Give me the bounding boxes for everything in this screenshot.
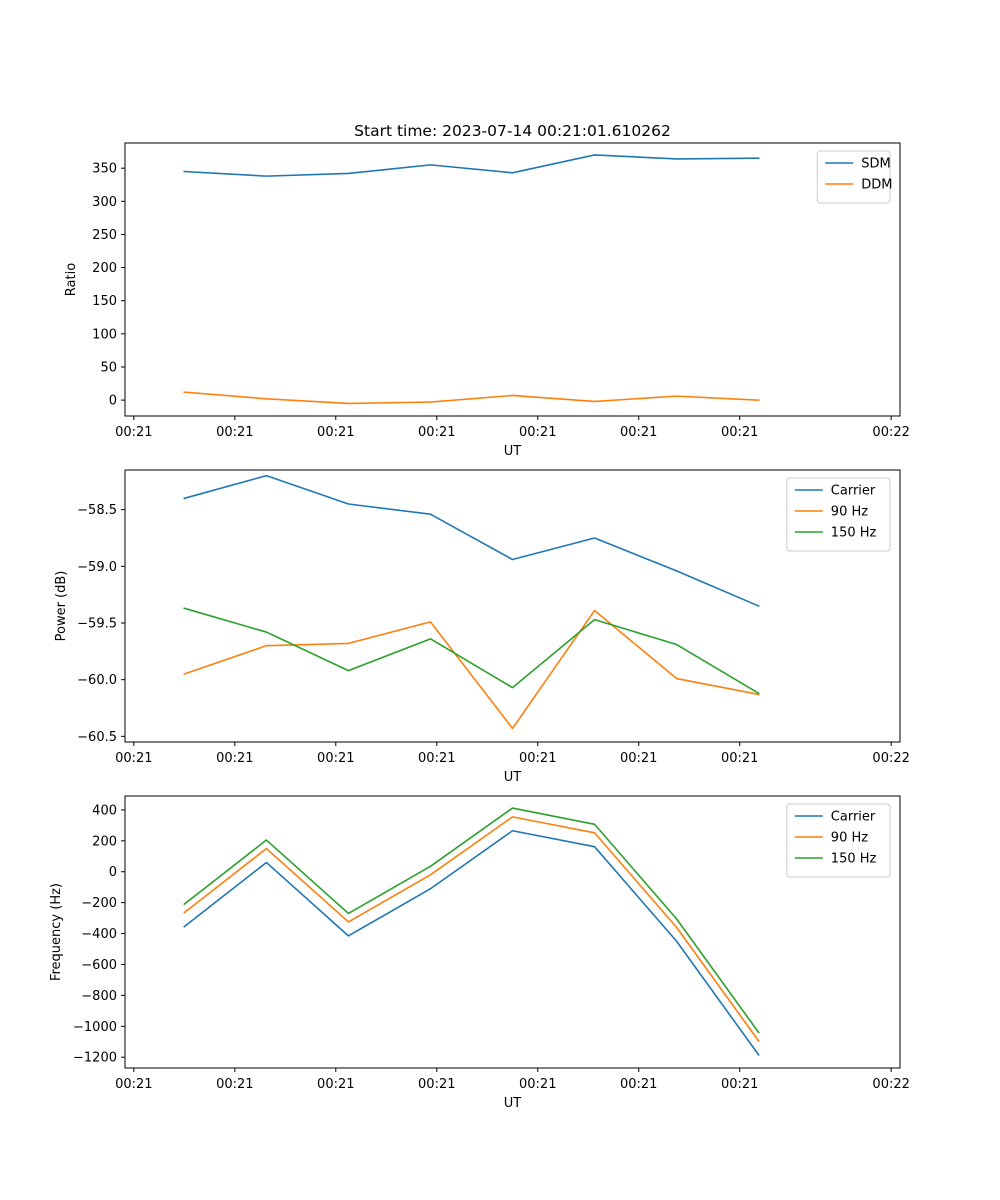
power-y-tick-label: −59.5 — [77, 617, 117, 632]
ratio-x-tick-label: 00:21 — [418, 425, 455, 440]
frequency-legend: Carrier 90 Hz 150 Hz — [786, 803, 891, 878]
power-axes-frame — [124, 469, 901, 743]
frequency-x-tick-label: 00:21 — [519, 1077, 556, 1092]
frequency-legend-label-90-hz: 90 Hz — [831, 831, 868, 846]
frequency-x-tick-label: 00:22 — [872, 1077, 909, 1092]
power-series-90-hz-line — [183, 609, 760, 730]
frequency-axes-frame — [124, 795, 901, 1069]
ratio-x-tick-label: 00:22 — [872, 425, 909, 440]
frequency-series-150-hz-line — [183, 807, 760, 1034]
frequency-legend-label-carrier: Carrier — [831, 810, 876, 825]
ratio-x-tick-label: 00:21 — [519, 425, 556, 440]
power-legend: Carrier 90 Hz 150 Hz — [786, 477, 891, 552]
ratio-y-tick-label: 250 — [92, 228, 117, 243]
ratio-x-axis-label: UT — [504, 444, 522, 459]
power-legend-label-carrier: Carrier — [831, 484, 876, 499]
ratio-y-axis-label: Ratio — [64, 263, 79, 296]
chart-title: Start time: 2023-07-14 00:21:01.610262 — [354, 122, 671, 140]
power-x-tick-label: 00:22 — [872, 751, 909, 766]
ratio-legend-label-sdm: SDM — [861, 157, 890, 172]
frequency-x-tick-label: 00:21 — [317, 1077, 354, 1092]
ratio-y-tick-label: 150 — [92, 294, 117, 309]
power-x-tick-label: 00:21 — [216, 751, 253, 766]
ratio-x-tick-label: 00:21 — [115, 425, 152, 440]
frequency-y-tick-label: 0 — [109, 865, 117, 880]
ratio-legend: SDM DDM — [816, 150, 892, 204]
power-y-tick-label: −60.5 — [77, 730, 117, 745]
frequency-series-carrier-line — [183, 829, 760, 1056]
power-y-tick-label: −59.0 — [77, 560, 117, 575]
power-y-tick-label: −60.0 — [77, 673, 117, 688]
frequency-y-tick-label: 200 — [92, 834, 117, 849]
frequency-y-tick-label: −800 — [81, 989, 117, 1004]
frequency-x-tick-label: 00:21 — [721, 1077, 758, 1092]
power-y-tick-label: −58.5 — [77, 503, 117, 518]
power-y-axis-label: Power (dB) — [54, 571, 69, 642]
power-x-axis-label: UT — [504, 770, 522, 785]
ratio-x-tick-label: 00:21 — [216, 425, 253, 440]
frequency-x-axis-label: UT — [504, 1096, 522, 1111]
frequency-y-tick-label: −1200 — [73, 1051, 117, 1066]
power-panel: 00:21 00:21 00:21 00:21 00:21 00:21 00:21 00:22… — [54, 469, 910, 785]
ratio-axes-frame — [124, 142, 901, 417]
power-series-150-hz-line — [183, 607, 760, 695]
frequency-x-tick-label: 00:21 — [620, 1077, 657, 1092]
frequency-panel: 00:21 00:21 00:21 00:21 00:21 00:21 00:21 00:22… — [49, 795, 910, 1111]
frequency-y-tick-label: −600 — [81, 958, 117, 973]
ratio-series-ddm-line — [183, 391, 760, 405]
ratio-legend-label-ddm: DDM — [861, 178, 892, 193]
ratio-x-tick-label: 00:21 — [317, 425, 354, 440]
ratio-panel: 00:21 00:21 00:21 00:21 00:21 00:21 00:21 00:22… — [64, 142, 910, 459]
power-legend-label-90-hz: 90 Hz — [831, 505, 868, 520]
ratio-y-tick-label: 0 — [109, 394, 117, 409]
power-x-tick-label: 00:21 — [519, 751, 556, 766]
frequency-y-tick-label: −200 — [81, 896, 117, 911]
power-x-tick-label: 00:21 — [620, 751, 657, 766]
ratio-x-tick-label: 00:21 — [620, 425, 657, 440]
frequency-legend-label-150-hz: 150 Hz — [831, 852, 877, 867]
power-x-tick-label: 00:21 — [115, 751, 152, 766]
frequency-y-tick-label: 400 — [92, 803, 117, 818]
ratio-y-tick-label: 300 — [92, 195, 117, 210]
ratio-legend-box — [816, 150, 891, 204]
ratio-y-tick-label: 200 — [92, 261, 117, 276]
frequency-x-tick-label: 00:21 — [115, 1077, 152, 1092]
frequency-y-axis-label: Frequency (Hz) — [49, 883, 64, 981]
power-x-tick-label: 00:21 — [418, 751, 455, 766]
ratio-y-tick-label: 350 — [92, 162, 117, 177]
power-x-tick-label: 00:21 — [721, 751, 758, 766]
power-legend-label-150-hz: 150 Hz — [831, 526, 877, 541]
power-series-carrier-line — [183, 474, 760, 608]
ratio-x-tick-label: 00:21 — [721, 425, 758, 440]
chart-title-group: Start time: 2023-07-14 00:21:01.610262 — [354, 122, 671, 140]
ratio-y-tick-label: 100 — [92, 327, 117, 342]
frequency-y-tick-label: −1000 — [73, 1020, 117, 1035]
ratio-series-sdm-line — [183, 154, 760, 177]
power-x-tick-label: 00:21 — [317, 751, 354, 766]
frequency-y-tick-label: −400 — [81, 927, 117, 942]
frequency-x-tick-label: 00:21 — [216, 1077, 253, 1092]
frequency-series-90-hz-line — [183, 816, 760, 1043]
frequency-x-tick-label: 00:21 — [418, 1077, 455, 1092]
ratio-y-tick-label: 50 — [100, 360, 117, 375]
